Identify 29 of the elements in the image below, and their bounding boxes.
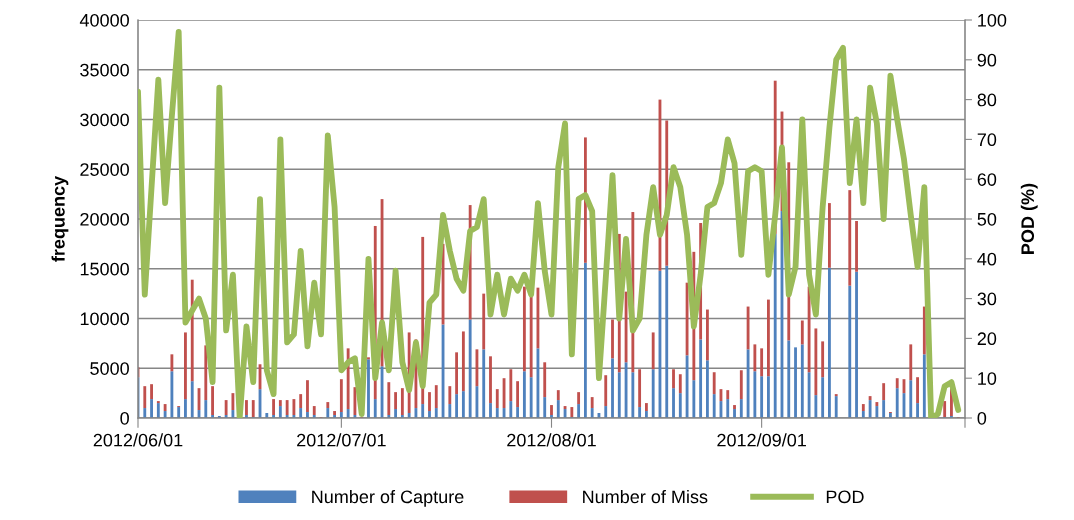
legend-label: POD [826, 490, 864, 504]
y-tick-label: 25000 [80, 163, 129, 176]
y2-tick-label: 20 [977, 332, 997, 346]
y-tick-label: 0 [120, 411, 129, 425]
legend-label: Number of Capture [312, 489, 464, 507]
y2-tick-label: 30 [977, 292, 997, 306]
y-tick-label: 10000 [80, 312, 129, 326]
y-tick-label: 5000 [90, 362, 129, 375]
x-tick-label: 2012/07/01 [297, 433, 386, 447]
y-axis-title: frequency [51, 175, 69, 262]
y2-tick-label: 100 [978, 13, 1007, 27]
y-tick-label: 20000 [80, 212, 129, 226]
x-tick-label: 2012/08/01 [507, 433, 596, 447]
y2-tick-label: 10 [978, 372, 997, 385]
y2-tick-label: 50 [977, 212, 997, 226]
y2-tick-label: 80 [977, 93, 997, 107]
legend-label: Number of Miss [583, 489, 708, 504]
y-tick-label: 15000 [80, 262, 129, 276]
x-tick-label: 2012/06/01 [93, 433, 183, 447]
y2-tick-label: 90 [977, 53, 997, 67]
y-tick-label: 30000 [80, 113, 129, 127]
y2-axis-title: POD (%) [1020, 183, 1038, 254]
y-tick-label: 35000 [80, 63, 129, 77]
y2-tick-label: 60 [977, 173, 997, 186]
y2-tick-label: 40 [977, 252, 997, 266]
x-tick-label: 2012/09/01 [717, 433, 806, 447]
y-tick-label: 40000 [79, 13, 129, 27]
y2-tick-label: 0 [977, 411, 987, 425]
y2-tick-label: 70 [977, 133, 997, 147]
